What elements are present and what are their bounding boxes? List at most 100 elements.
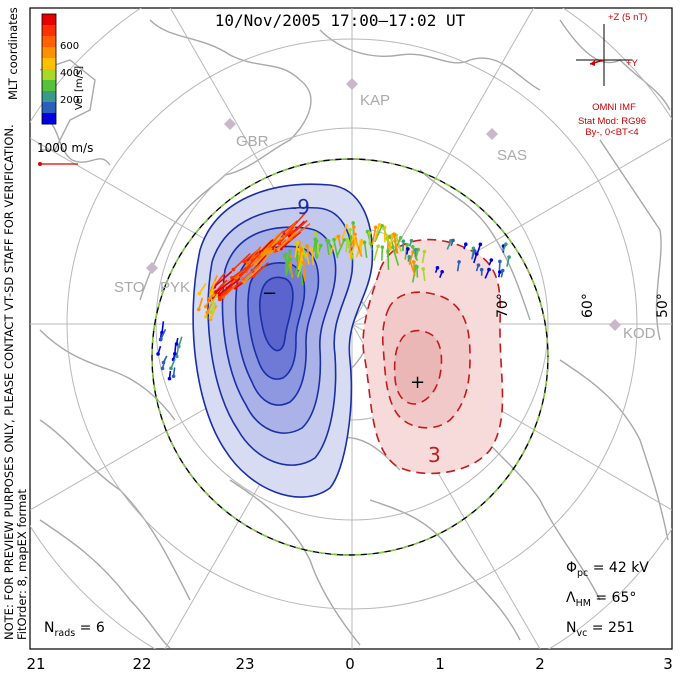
velocity-vector-origin — [413, 247, 418, 252]
velocity-vector-origin — [489, 258, 494, 262]
velocity-vector-origin — [342, 238, 347, 242]
velocity-vector-origin — [398, 236, 403, 240]
velocity-vector — [222, 285, 236, 298]
velocity-vector-origin — [478, 242, 483, 247]
velocity-vector-origin — [344, 224, 349, 228]
velocity-vector — [292, 219, 308, 235]
velocity-vector-origin — [305, 244, 309, 248]
velocity-vector-origin — [253, 261, 258, 266]
velocity-vector-origin — [422, 249, 427, 254]
velocity-vector — [383, 228, 391, 246]
velocity-vector-origin — [487, 267, 491, 272]
colorbar-segment — [42, 25, 56, 37]
velocity-vector-origin — [351, 234, 356, 239]
velocity-vector — [310, 249, 315, 266]
velocity-vector — [253, 261, 269, 277]
velocity-vector-origin — [309, 247, 314, 252]
velocity-vector-origin — [411, 260, 416, 264]
velocity-vector-origin — [171, 374, 176, 379]
colorbar-segment — [42, 80, 56, 92]
velocity-vector — [245, 254, 260, 270]
velocity-vector-origin — [213, 290, 218, 294]
colorbar-label: Vel [m/s] — [74, 66, 85, 110]
colorbar-segment — [42, 47, 56, 59]
gbr-marker — [224, 118, 236, 130]
velocity-vector-origin — [244, 266, 248, 271]
velocity-vector-origin — [160, 366, 165, 371]
velocity-vector-origin — [346, 242, 351, 246]
colorbar-tick-400: 400 — [60, 68, 79, 79]
velocity-vector — [215, 278, 235, 293]
scale-vector-dot — [38, 162, 42, 166]
station-markers — [146, 78, 621, 331]
velocity-vector-origin — [435, 266, 440, 270]
velocity-vector-origin — [386, 249, 390, 253]
colorbar-segment — [42, 102, 56, 114]
velocity-vector — [422, 268, 426, 282]
velocity-vector-origin — [380, 245, 385, 249]
velocity-vector-origin — [268, 244, 272, 248]
velocity-vector — [278, 226, 295, 245]
imf-by-label: +Y — [626, 58, 639, 69]
velocity-vector-origin — [230, 276, 234, 280]
imf-condition: By-, 0<BT<4 — [585, 127, 638, 138]
velocity-vector — [269, 231, 283, 247]
preview-note: NOTE: FOR PREVIEW PURPOSES ONLY, PLEASE … — [2, 124, 16, 640]
velocity-vector-origin — [405, 242, 409, 247]
velocity-vector-origin — [284, 252, 288, 257]
velocity-vector-origin — [241, 277, 245, 281]
colorbar-segment — [42, 14, 56, 26]
velocity-vector-origin — [392, 232, 396, 236]
negative-potential-cell — [192, 183, 374, 498]
velocity-vector — [289, 222, 311, 240]
velocity-vector-origin — [476, 263, 481, 267]
velocity-vector — [294, 242, 299, 258]
positive-potential-cell — [362, 238, 504, 475]
velocity-vector-origin — [221, 295, 225, 299]
svg-text:ΛHM = 65°: ΛHM = 65° — [566, 590, 636, 609]
velocity-vector — [363, 242, 368, 259]
mlt-axis: 21 22 23 0 1 2 3 — [26, 655, 672, 673]
station-pyk: PYK — [160, 279, 190, 296]
velocity-vector-origin — [296, 240, 300, 245]
velocity-vector — [314, 240, 318, 258]
imf-source: OMNI IMF — [592, 102, 636, 113]
colorbar-tick-600: 600 — [60, 41, 79, 52]
kap-marker — [346, 78, 358, 90]
velocity-vector-origin — [177, 344, 181, 349]
velocity-vector-origin — [173, 351, 177, 356]
velocity-vector-origin — [210, 300, 215, 305]
velocity-vector-origin — [377, 223, 382, 227]
stat-model: Stat Mod: RG96 — [578, 116, 646, 127]
velocity-vector-origin — [204, 304, 208, 309]
velocity-vector-origin — [288, 263, 293, 268]
colorbar-segment — [42, 58, 56, 70]
imf-bz-label: +Z (5 nT) — [608, 12, 647, 23]
velocity-vector-origin — [348, 227, 352, 232]
velocity-vector-origin — [500, 268, 505, 273]
velocity-vector — [161, 321, 165, 333]
velocity-vector-origin — [217, 292, 222, 297]
velocity-vector — [381, 247, 384, 261]
velocity-vector-origin — [415, 265, 419, 269]
velocity-vector-origin — [313, 231, 318, 236]
velocity-vector — [373, 245, 379, 261]
velocity-vector — [345, 239, 349, 253]
velocity-vector — [255, 247, 273, 265]
velocity-vector-origin — [332, 237, 336, 242]
velocity-vector-origin — [197, 291, 202, 296]
velocity-vector — [286, 250, 291, 264]
velocity-vector-origin — [352, 225, 356, 229]
velocity-vector-origin — [209, 291, 214, 296]
mlt-tick-22: 22 — [132, 655, 151, 673]
velocity-vector — [236, 264, 252, 282]
velocity-vector — [232, 252, 251, 271]
velocity-vector-origin — [479, 267, 484, 272]
fit-order-note: FitOrder: 8, mapEX format — [15, 489, 29, 640]
velocity-vector — [210, 281, 216, 294]
lat-label-50: 50° — [655, 293, 671, 318]
velocity-vector-origin — [362, 240, 367, 245]
velocity-vector — [392, 246, 400, 266]
velocity-vector-origin — [169, 366, 173, 371]
velocity-vector — [341, 225, 348, 240]
